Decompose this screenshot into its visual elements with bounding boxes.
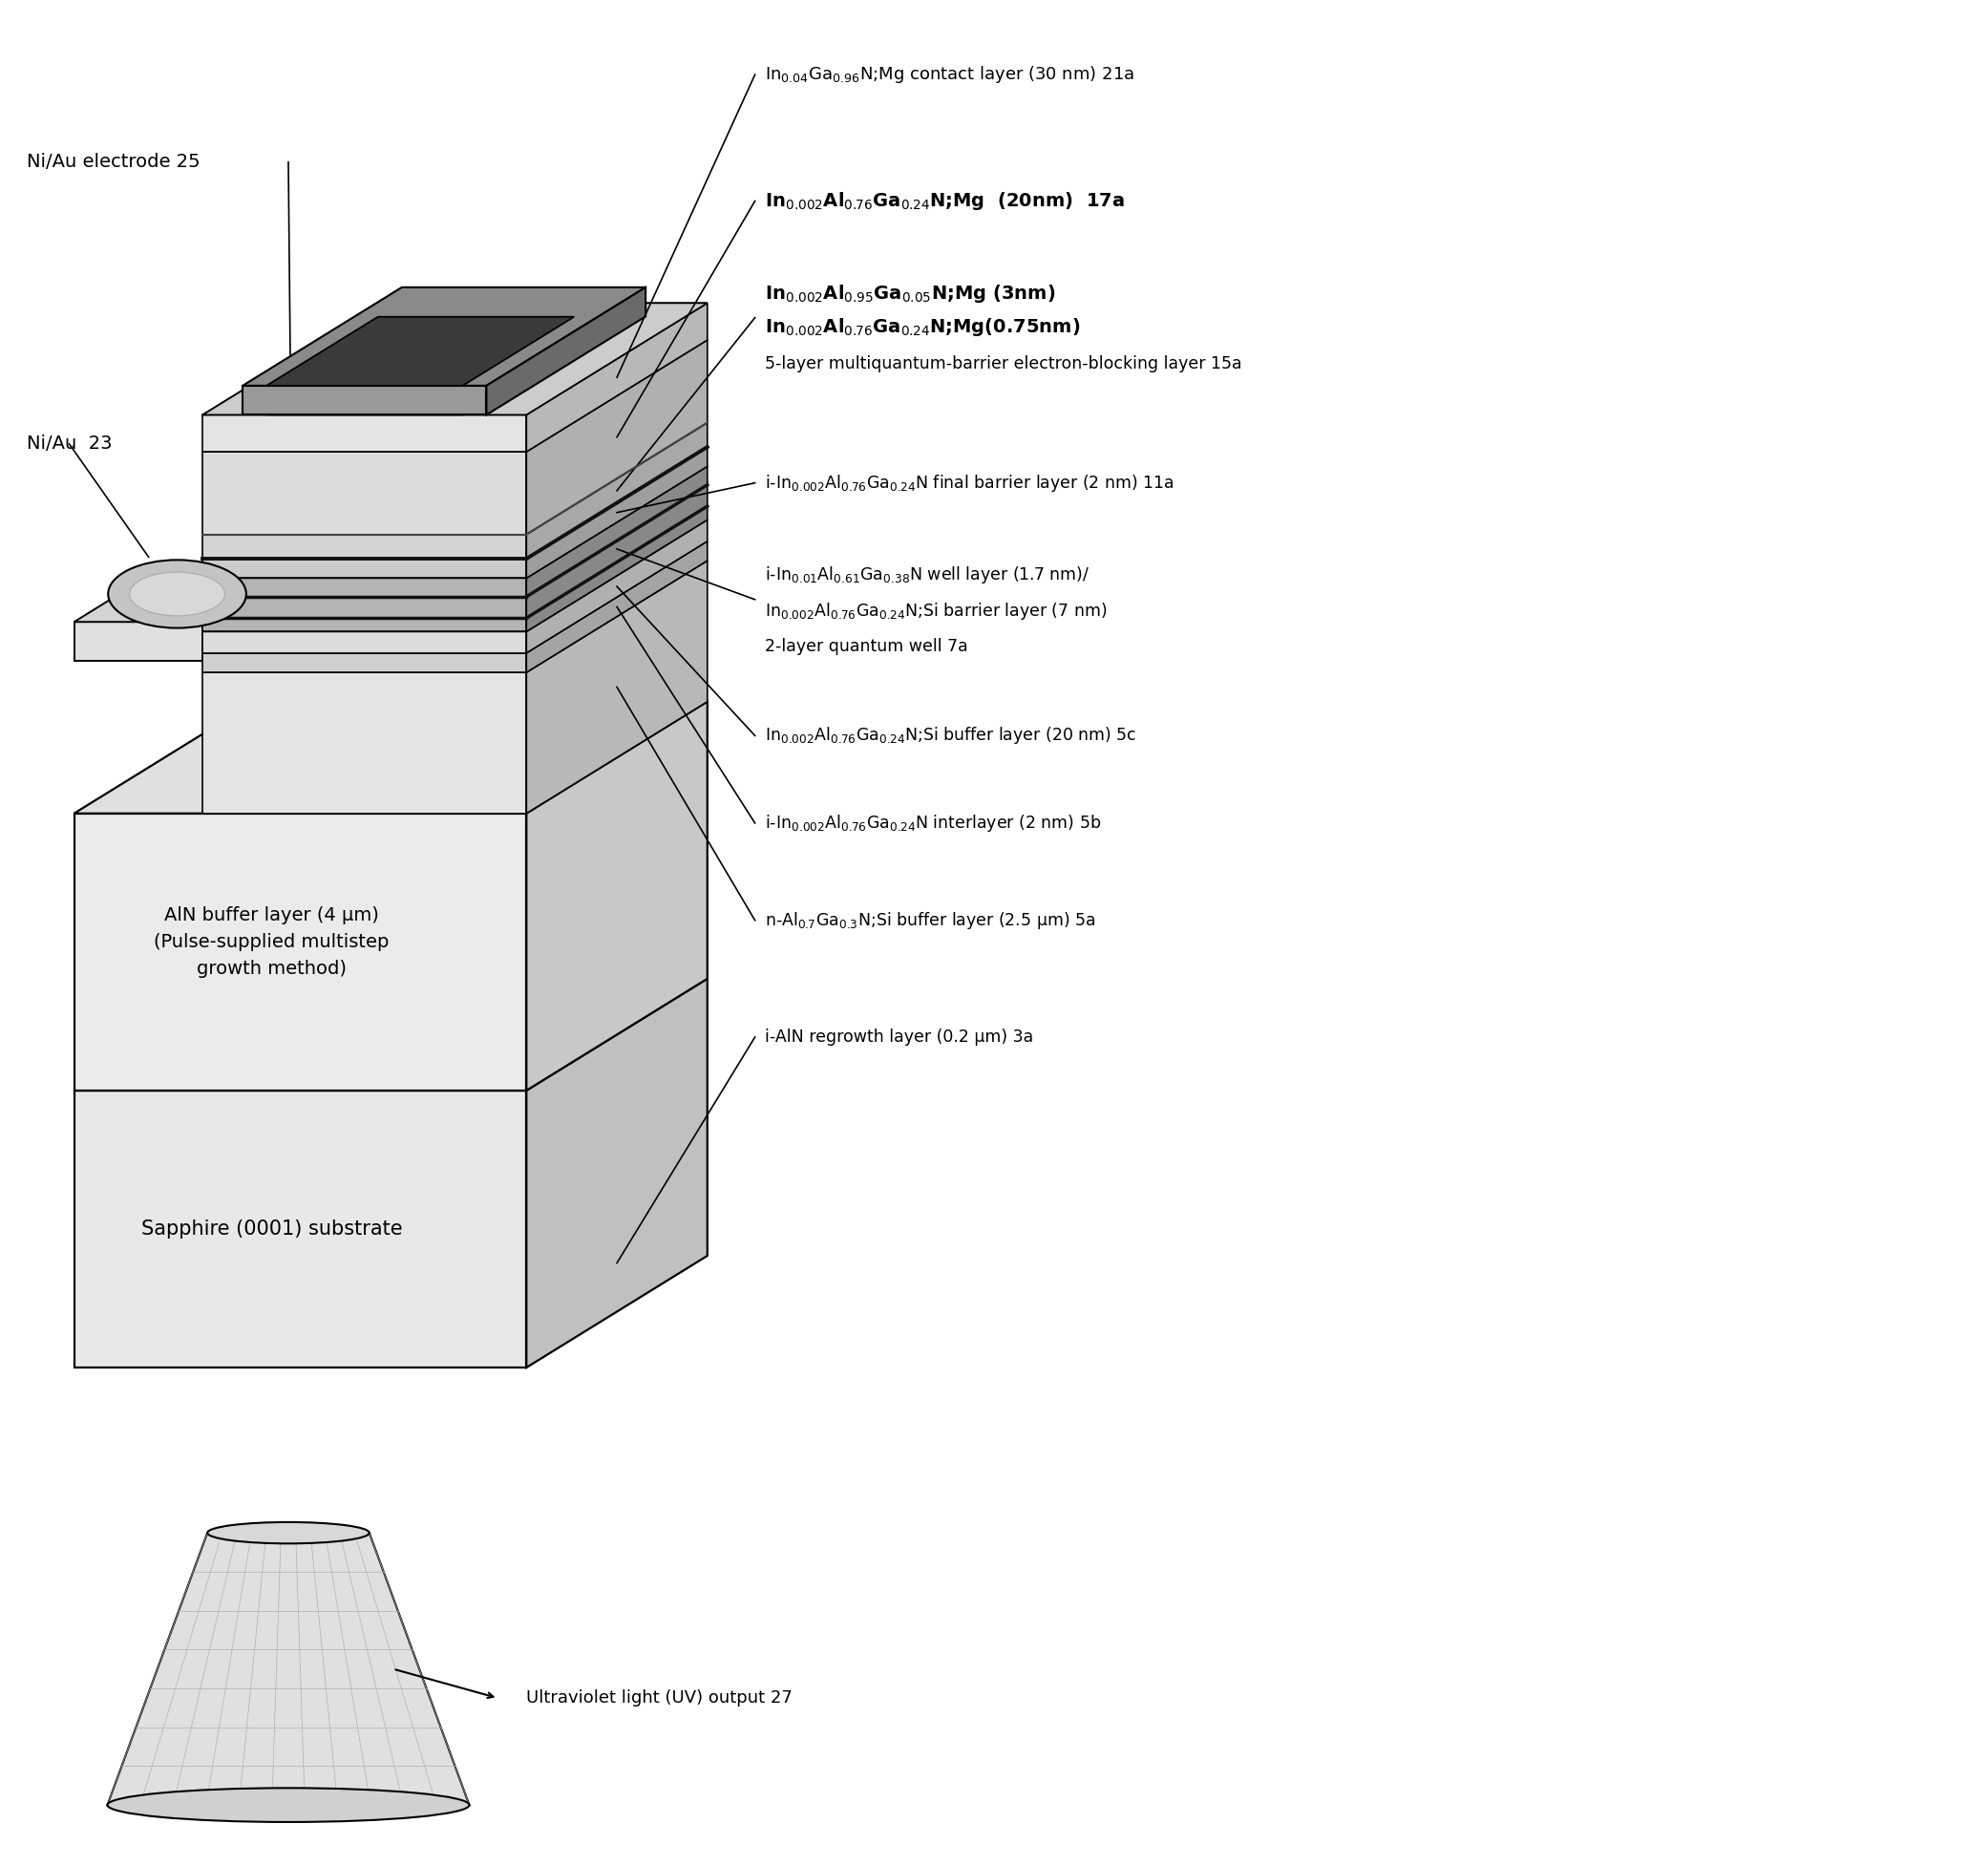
Polygon shape — [203, 414, 527, 452]
Ellipse shape — [129, 573, 225, 616]
Polygon shape — [203, 422, 708, 534]
Text: In$_{0.002}$Al$_{0.76}$Ga$_{0.24}$N;Mg(0.75nm): In$_{0.002}$Al$_{0.76}$Ga$_{0.24}$N;Mg(0… — [765, 317, 1079, 338]
Polygon shape — [74, 702, 708, 814]
Polygon shape — [203, 578, 527, 631]
Ellipse shape — [107, 1788, 469, 1821]
Text: i-In$_{0.01}$Al$_{0.61}$Ga$_{0.38}$N well layer (1.7 nm)/: i-In$_{0.01}$Al$_{0.61}$Ga$_{0.38}$N wel… — [765, 565, 1089, 586]
Polygon shape — [74, 1090, 527, 1368]
Polygon shape — [527, 466, 708, 631]
Polygon shape — [266, 317, 575, 386]
Polygon shape — [487, 287, 646, 414]
Polygon shape — [527, 978, 708, 1368]
Text: 2-layer quantum well 7a: 2-layer quantum well 7a — [765, 638, 968, 655]
Text: In$_{0.04}$Ga$_{0.96}$N;Mg contact layer (30 nm) 21a: In$_{0.04}$Ga$_{0.96}$N;Mg contact layer… — [765, 63, 1133, 86]
Text: Ultraviolet light (UV) output 27: Ultraviolet light (UV) output 27 — [527, 1689, 793, 1707]
Polygon shape — [203, 653, 527, 672]
Polygon shape — [527, 422, 708, 558]
Polygon shape — [203, 466, 708, 578]
Text: Ni/Au  23: Ni/Au 23 — [26, 435, 111, 453]
Polygon shape — [527, 448, 708, 578]
Ellipse shape — [207, 1523, 370, 1543]
Text: In$_{0.002}$Al$_{0.95}$Ga$_{0.05}$N;Mg (3nm): In$_{0.002}$Al$_{0.95}$Ga$_{0.05}$N;Mg (… — [765, 282, 1056, 304]
Polygon shape — [203, 558, 527, 578]
Polygon shape — [203, 448, 708, 558]
Polygon shape — [243, 386, 487, 414]
Polygon shape — [74, 978, 708, 1090]
Polygon shape — [527, 302, 708, 452]
Text: In$_{0.002}$Al$_{0.76}$Ga$_{0.24}$N;Si barrier layer (7 nm): In$_{0.002}$Al$_{0.76}$Ga$_{0.24}$N;Si b… — [765, 601, 1107, 621]
Polygon shape — [203, 560, 708, 672]
Polygon shape — [74, 621, 203, 661]
Polygon shape — [203, 672, 527, 814]
Polygon shape — [243, 287, 646, 386]
Polygon shape — [527, 541, 708, 672]
Polygon shape — [203, 541, 708, 653]
Polygon shape — [266, 341, 580, 414]
Polygon shape — [203, 521, 708, 631]
Text: Ni/Au electrode 25: Ni/Au electrode 25 — [26, 153, 201, 172]
Text: n-Al$_{0.7}$Ga$_{0.3}$N;Si buffer layer (2.5 μm) 5a: n-Al$_{0.7}$Ga$_{0.3}$N;Si buffer layer … — [765, 911, 1095, 931]
Polygon shape — [74, 565, 292, 621]
Polygon shape — [203, 452, 527, 534]
Polygon shape — [203, 565, 292, 661]
Ellipse shape — [107, 560, 247, 629]
Polygon shape — [527, 560, 708, 814]
Polygon shape — [203, 340, 708, 452]
Text: In$_{0.002}$Al$_{0.76}$Ga$_{0.24}$N;Mg  (20nm)  17a: In$_{0.002}$Al$_{0.76}$Ga$_{0.24}$N;Mg (… — [765, 190, 1125, 213]
Polygon shape — [527, 340, 708, 534]
Text: i-In$_{0.002}$Al$_{0.76}$Ga$_{0.24}$N interlayer (2 nm) 5b: i-In$_{0.002}$Al$_{0.76}$Ga$_{0.24}$N in… — [765, 812, 1101, 834]
Text: Sapphire (0001) substrate: Sapphire (0001) substrate — [141, 1220, 402, 1239]
Polygon shape — [107, 1532, 469, 1804]
Polygon shape — [527, 521, 708, 653]
Polygon shape — [203, 534, 527, 558]
Polygon shape — [527, 702, 708, 1090]
Text: i-In$_{0.002}$Al$_{0.76}$Ga$_{0.24}$N final barrier layer (2 nm) 11a: i-In$_{0.002}$Al$_{0.76}$Ga$_{0.24}$N fi… — [765, 472, 1175, 493]
Polygon shape — [203, 302, 708, 414]
Polygon shape — [203, 631, 527, 653]
Text: AlN buffer layer (4 μm)
(Pulse-supplied multistep
growth method): AlN buffer layer (4 μm) (Pulse-supplied … — [153, 907, 390, 978]
Polygon shape — [74, 814, 527, 1090]
Text: In$_{0.002}$Al$_{0.76}$Ga$_{0.24}$N;Si buffer layer (20 nm) 5c: In$_{0.002}$Al$_{0.76}$Ga$_{0.24}$N;Si b… — [765, 726, 1137, 746]
Text: 5-layer multiquantum-barrier electron-blocking layer 15a: 5-layer multiquantum-barrier electron-bl… — [765, 356, 1242, 373]
Polygon shape — [203, 302, 708, 414]
Text: i-AlN regrowth layer (0.2 μm) 3a: i-AlN regrowth layer (0.2 μm) 3a — [765, 1028, 1034, 1045]
